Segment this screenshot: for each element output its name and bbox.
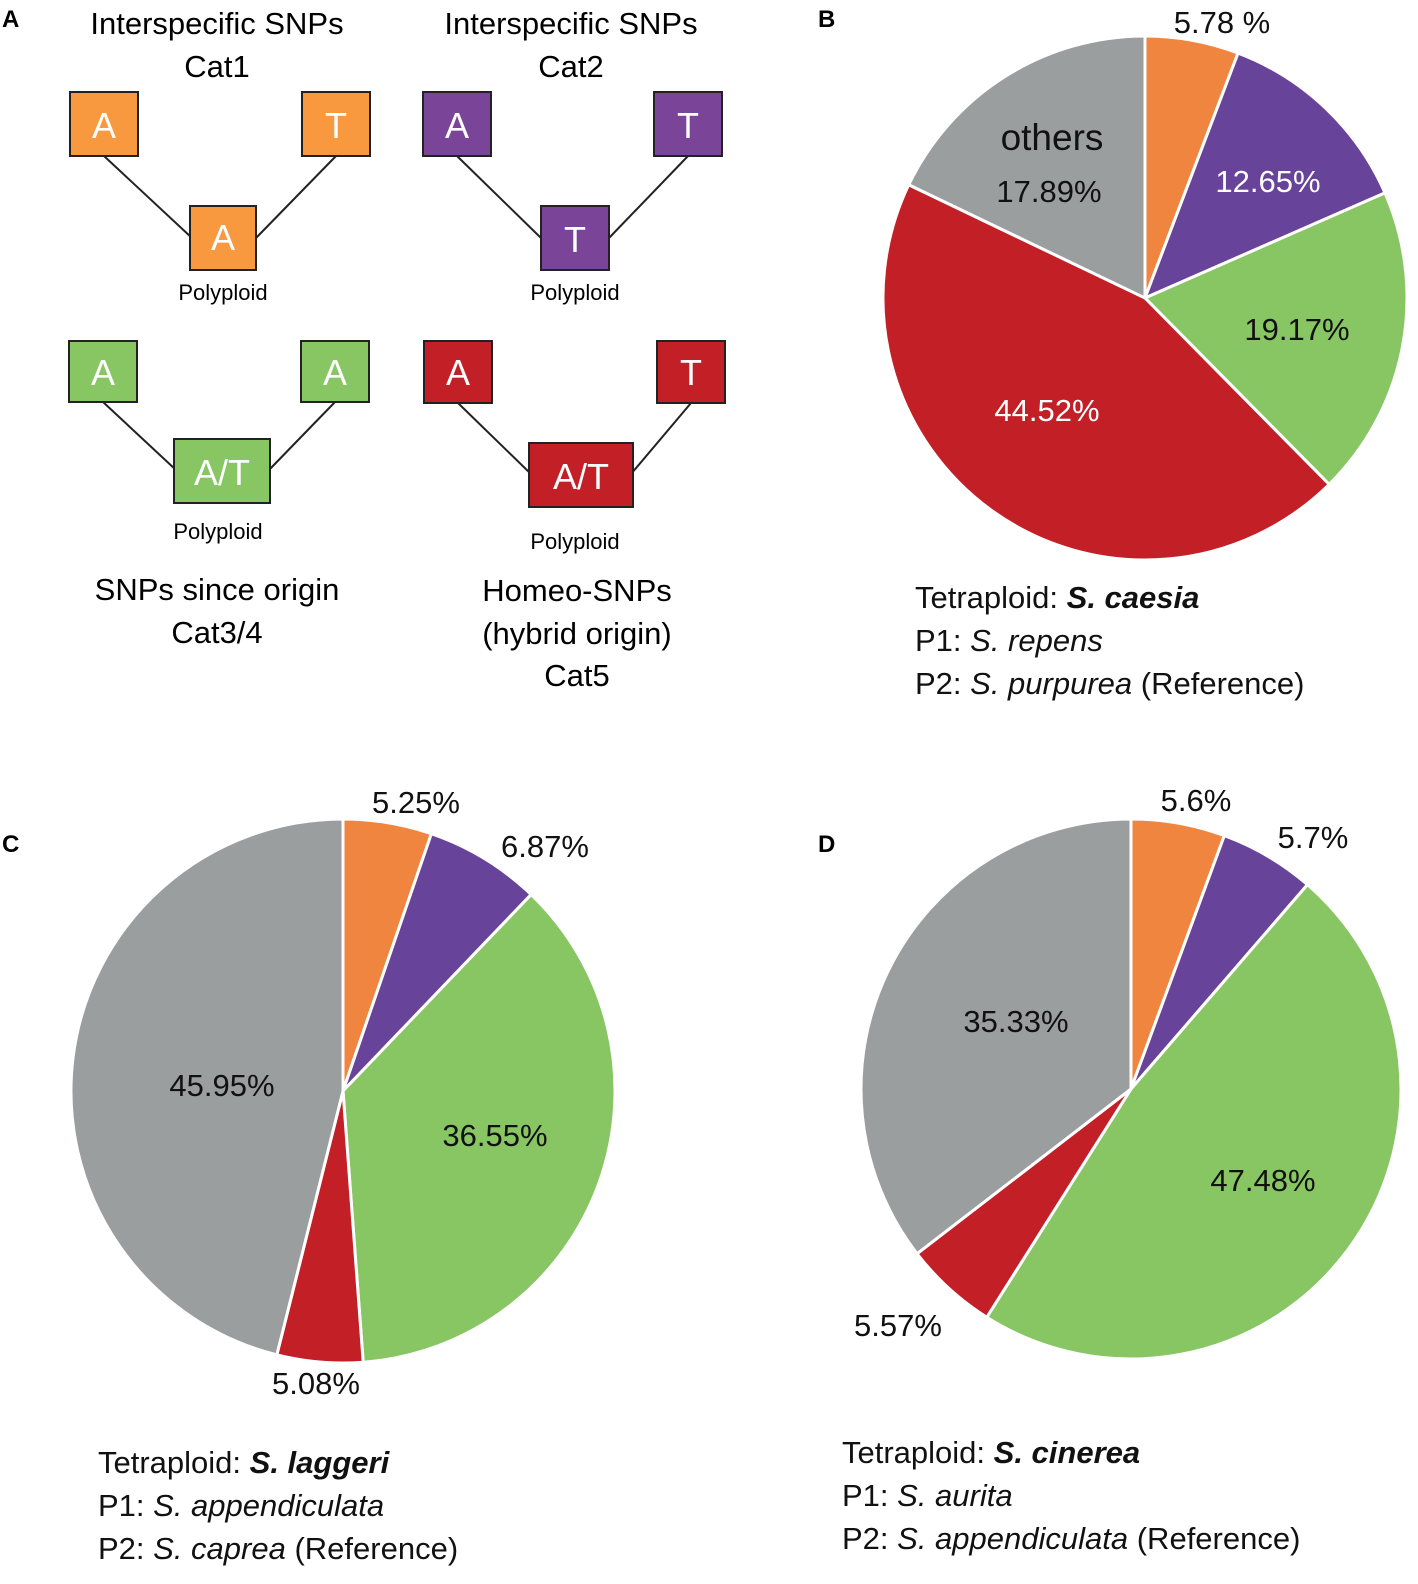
pie-chart-d: 5.6% 5.7% 47.48% 5.57% 35.33% bbox=[854, 783, 1403, 1361]
cat1-parent-left-box bbox=[69, 91, 139, 157]
cat2-parent-left-allele: A bbox=[445, 105, 469, 146]
pie-d-label-others: 35.33% bbox=[963, 1004, 1068, 1039]
cat5-parent-right-box bbox=[656, 340, 726, 404]
pie-c-slice-others bbox=[69, 817, 345, 1357]
cat34-parent-right-box bbox=[300, 340, 370, 403]
pie-d-label-cat2: 5.7% bbox=[1278, 820, 1349, 855]
panel-a-label: A bbox=[2, 6, 19, 33]
caption-c-line2: P1: S. appendiculata bbox=[98, 1488, 385, 1523]
pie-c-slice-cat2 bbox=[341, 832, 533, 1093]
caption-c: Tetraploid: S. laggeri P1: S. appendicul… bbox=[98, 1441, 458, 1570]
pie-d-label-cat1: 5.6% bbox=[1161, 783, 1232, 818]
cat5-right-connector bbox=[630, 402, 692, 475]
panel-c: C 5.25% 6.87% 36.55% 5.08% 45.95% bbox=[2, 785, 617, 1401]
panel-d: D 5.6% 5.7% 47.48% 5.57% 35.33% bbox=[818, 783, 1403, 1361]
caption-c-line1: Tetraploid: S. laggeri bbox=[98, 1445, 390, 1480]
cat1-polyploid-allele: A bbox=[211, 217, 235, 258]
cat2-polyploid-allele: T bbox=[564, 219, 586, 260]
cat5-polyploid-box bbox=[528, 442, 634, 508]
caption-d-line2: P1: S. aurita bbox=[842, 1478, 1013, 1513]
pie-c-label-cat34: 36.55% bbox=[442, 1118, 547, 1153]
cat5-title-line1: Homeo-SNPs bbox=[482, 573, 672, 608]
cat34-parent-right-allele: A bbox=[323, 352, 347, 393]
caption-b-line1: Tetraploid: S. caesia bbox=[915, 580, 1200, 615]
pie-c-label-cat1: 5.25% bbox=[372, 785, 460, 820]
caption-c-line3: P2: S. caprea (Reference) bbox=[98, 1531, 459, 1566]
pie-b-label-others: 17.89% bbox=[996, 174, 1101, 209]
cat34-title-line2: Cat3/4 bbox=[171, 615, 262, 650]
cat2-diagram: Interspecific SNPs Cat2 A T T Polyploid bbox=[422, 6, 723, 305]
cat2-parent-right-box bbox=[653, 91, 723, 157]
cat1-title-line1: Interspecific SNPs bbox=[90, 6, 343, 41]
cat1-parent-left-allele: A bbox=[92, 105, 116, 146]
pie-b-name-others: others bbox=[1001, 117, 1104, 158]
cat1-polyploid-label: Polyploid bbox=[178, 280, 267, 305]
pie-b-label-cat2: 12.65% bbox=[1215, 164, 1320, 199]
cat5-left-connector bbox=[457, 402, 532, 475]
panel-a: A Interspecific SNPs Cat1 A T A Polyploi… bbox=[2, 6, 726, 693]
cat1-polyploid-box bbox=[189, 205, 257, 271]
cat2-polyploid-label: Polyploid bbox=[530, 280, 619, 305]
pie-d-slice-others bbox=[859, 817, 1133, 1256]
cat2-parent-right-allele: T bbox=[677, 105, 699, 146]
pie-b-slice-cat5 bbox=[881, 183, 1331, 562]
cat1-title-line2: Cat1 bbox=[184, 49, 249, 84]
cat5-parent-left-box bbox=[423, 340, 493, 404]
cat2-title-line1: Interspecific SNPs bbox=[444, 6, 697, 41]
cat5-title-line2: (hybrid origin) bbox=[482, 616, 672, 651]
cat34-polyploid-box bbox=[173, 438, 271, 504]
cat1-parent-right-allele: T bbox=[325, 105, 347, 146]
panel-b: B 5.78 % 12.65% 19.17% 44.52% 17.89% others bbox=[818, 5, 1409, 562]
caption-d: Tetraploid: S. cinerea P1: S. aurita P2:… bbox=[842, 1431, 1300, 1560]
cat2-left-connector bbox=[456, 155, 542, 239]
cat2-parent-left-box bbox=[422, 91, 492, 157]
caption-b: Tetraploid: S. caesia P1: S. repens P2: … bbox=[915, 576, 1304, 705]
pie-b-label-cat1: 5.78 % bbox=[1174, 5, 1271, 40]
caption-b-line3: P2: S. purpurea (Reference) bbox=[915, 666, 1305, 701]
cat34-right-connector bbox=[268, 401, 336, 471]
pie-c-label-others: 45.95% bbox=[169, 1068, 274, 1103]
cat1-left-connector bbox=[103, 155, 193, 239]
cat34-parent-left-box bbox=[68, 340, 138, 403]
pie-chart-c: 5.25% 6.87% 36.55% 5.08% 45.95% bbox=[69, 785, 617, 1401]
pie-b-slice-cat2 bbox=[1143, 51, 1387, 300]
cat2-polyploid-box bbox=[540, 205, 610, 271]
cat34-title-line1: SNPs since origin bbox=[95, 572, 340, 607]
caption-d-line3: P2: S. appendiculata (Reference) bbox=[842, 1521, 1301, 1556]
cat5-title-line3: Cat5 bbox=[544, 658, 609, 693]
caption-d-line1: Tetraploid: S. cinerea bbox=[842, 1435, 1141, 1470]
pie-chart-b: 5.78 % 12.65% 19.17% 44.52% 17.89% others bbox=[881, 5, 1409, 562]
pie-d-label-cat34: 47.48% bbox=[1210, 1163, 1315, 1198]
panel-b-label: B bbox=[818, 6, 835, 33]
cat5-diagram: A T A/T Polyploid Homeo-SNPs (hybrid ori… bbox=[423, 340, 726, 693]
cat2-title-line2: Cat2 bbox=[538, 49, 603, 84]
pie-b-label-cat34: 19.17% bbox=[1244, 312, 1349, 347]
cat34-left-connector bbox=[102, 401, 177, 471]
cat34-polyploid-label: Polyploid bbox=[173, 519, 262, 544]
cat5-polyploid-label: Polyploid bbox=[530, 529, 619, 554]
cat34-diagram: A A A/T Polyploid SNPs since origin Cat3… bbox=[68, 340, 370, 650]
cat2-right-connector bbox=[608, 155, 689, 239]
cat34-polyploid-allele: A/T bbox=[194, 452, 250, 493]
panel-c-label: C bbox=[2, 831, 19, 858]
pie-c-label-cat2: 6.87% bbox=[501, 829, 589, 864]
pie-b-slice-cat34 bbox=[1143, 191, 1409, 486]
cat5-polyploid-allele: A/T bbox=[553, 456, 609, 497]
cat1-diagram: Interspecific SNPs Cat1 A T A Polyploid bbox=[69, 6, 371, 305]
panel-d-label: D bbox=[818, 831, 835, 858]
pie-d-slice-cat34 bbox=[985, 883, 1403, 1361]
cat1-right-connector bbox=[255, 155, 337, 239]
cat5-parent-left-allele: A bbox=[446, 352, 470, 393]
caption-b-line2: P1: S. repens bbox=[915, 623, 1103, 658]
cat5-parent-right-allele: T bbox=[680, 352, 702, 393]
pie-c-slice-cat34 bbox=[341, 893, 617, 1364]
pie-b-slice-others bbox=[907, 34, 1147, 300]
pie-d-label-cat5: 5.57% bbox=[854, 1308, 942, 1343]
pie-b-label-cat5: 44.52% bbox=[994, 393, 1099, 428]
cat1-parent-right-box bbox=[301, 91, 371, 157]
cat34-parent-left-allele: A bbox=[91, 352, 115, 393]
pie-c-label-cat5: 5.08% bbox=[272, 1366, 360, 1401]
